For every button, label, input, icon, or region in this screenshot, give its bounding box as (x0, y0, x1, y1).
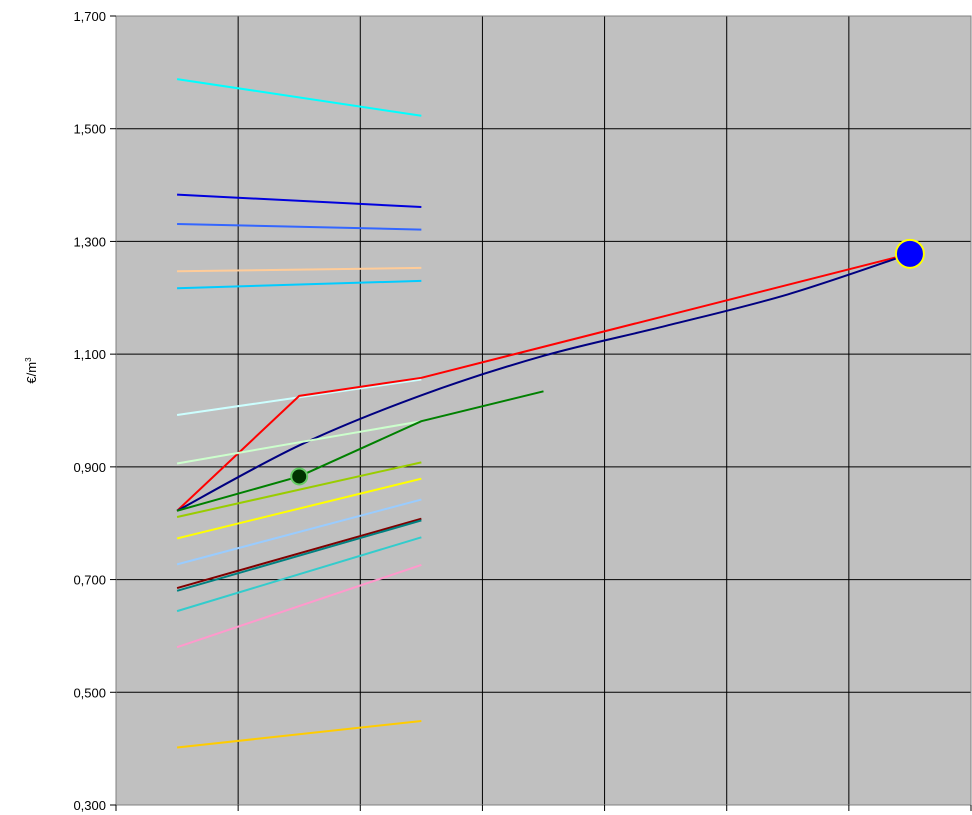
point-markers (290, 238, 925, 486)
series-line (177, 222, 422, 231)
x-tick-label: 2012 (895, 812, 924, 815)
series-line (176, 498, 422, 566)
y-axis-title-text: €/m (24, 362, 39, 384)
series-line (176, 390, 544, 512)
x-tick-label: 2010 (651, 812, 680, 815)
y-axis-tick-labels: 0,300 0,500 0,700 0,900 1,100 1,300 1,500 1,700 (73, 9, 116, 813)
data-point-marker (894, 238, 925, 269)
series-line (177, 193, 422, 209)
plot-area (116, 16, 971, 805)
y-tick-label: 0,900 (73, 460, 106, 475)
x-tick-label: 2008 (407, 812, 436, 815)
grid-lines (115, 15, 972, 806)
x-tick-label: 2009 (529, 812, 558, 815)
x-tick-label: 2007 (285, 812, 314, 815)
x-tick-label: 2006 (163, 812, 192, 815)
y-tick-label: 0,700 (73, 573, 106, 588)
series-line (176, 252, 911, 512)
series-line (176, 477, 422, 540)
data-point-marker (290, 467, 309, 486)
series-line (176, 420, 422, 465)
series-line (176, 519, 422, 592)
series-line (176, 517, 422, 589)
y-tick-label: 0,300 (73, 798, 106, 813)
y-tick-label: 1,100 (73, 347, 106, 362)
y-axis-title-superscript: 3 (24, 357, 33, 362)
series-line (177, 279, 422, 290)
series-line (176, 378, 422, 416)
series-line (176, 461, 422, 518)
series-line (176, 720, 422, 749)
series-line (176, 536, 422, 613)
series-lines (176, 78, 911, 749)
y-axis-title: €/m3 (24, 357, 39, 384)
y-tick-label: 1,500 (73, 122, 106, 137)
y-tick-label: 0,500 (73, 685, 106, 700)
x-tick-label: 2011 (774, 812, 802, 815)
y-tick-label: 1,300 (73, 234, 106, 249)
y-tick-label: 1,700 (73, 9, 106, 24)
series-line (176, 563, 422, 649)
plot-border (115, 15, 972, 806)
x-axis-tick-labels: 2006 2007 2008 2009 2010 2011 2012 (115, 805, 972, 815)
series-line (177, 266, 422, 273)
series-line (176, 78, 422, 117)
